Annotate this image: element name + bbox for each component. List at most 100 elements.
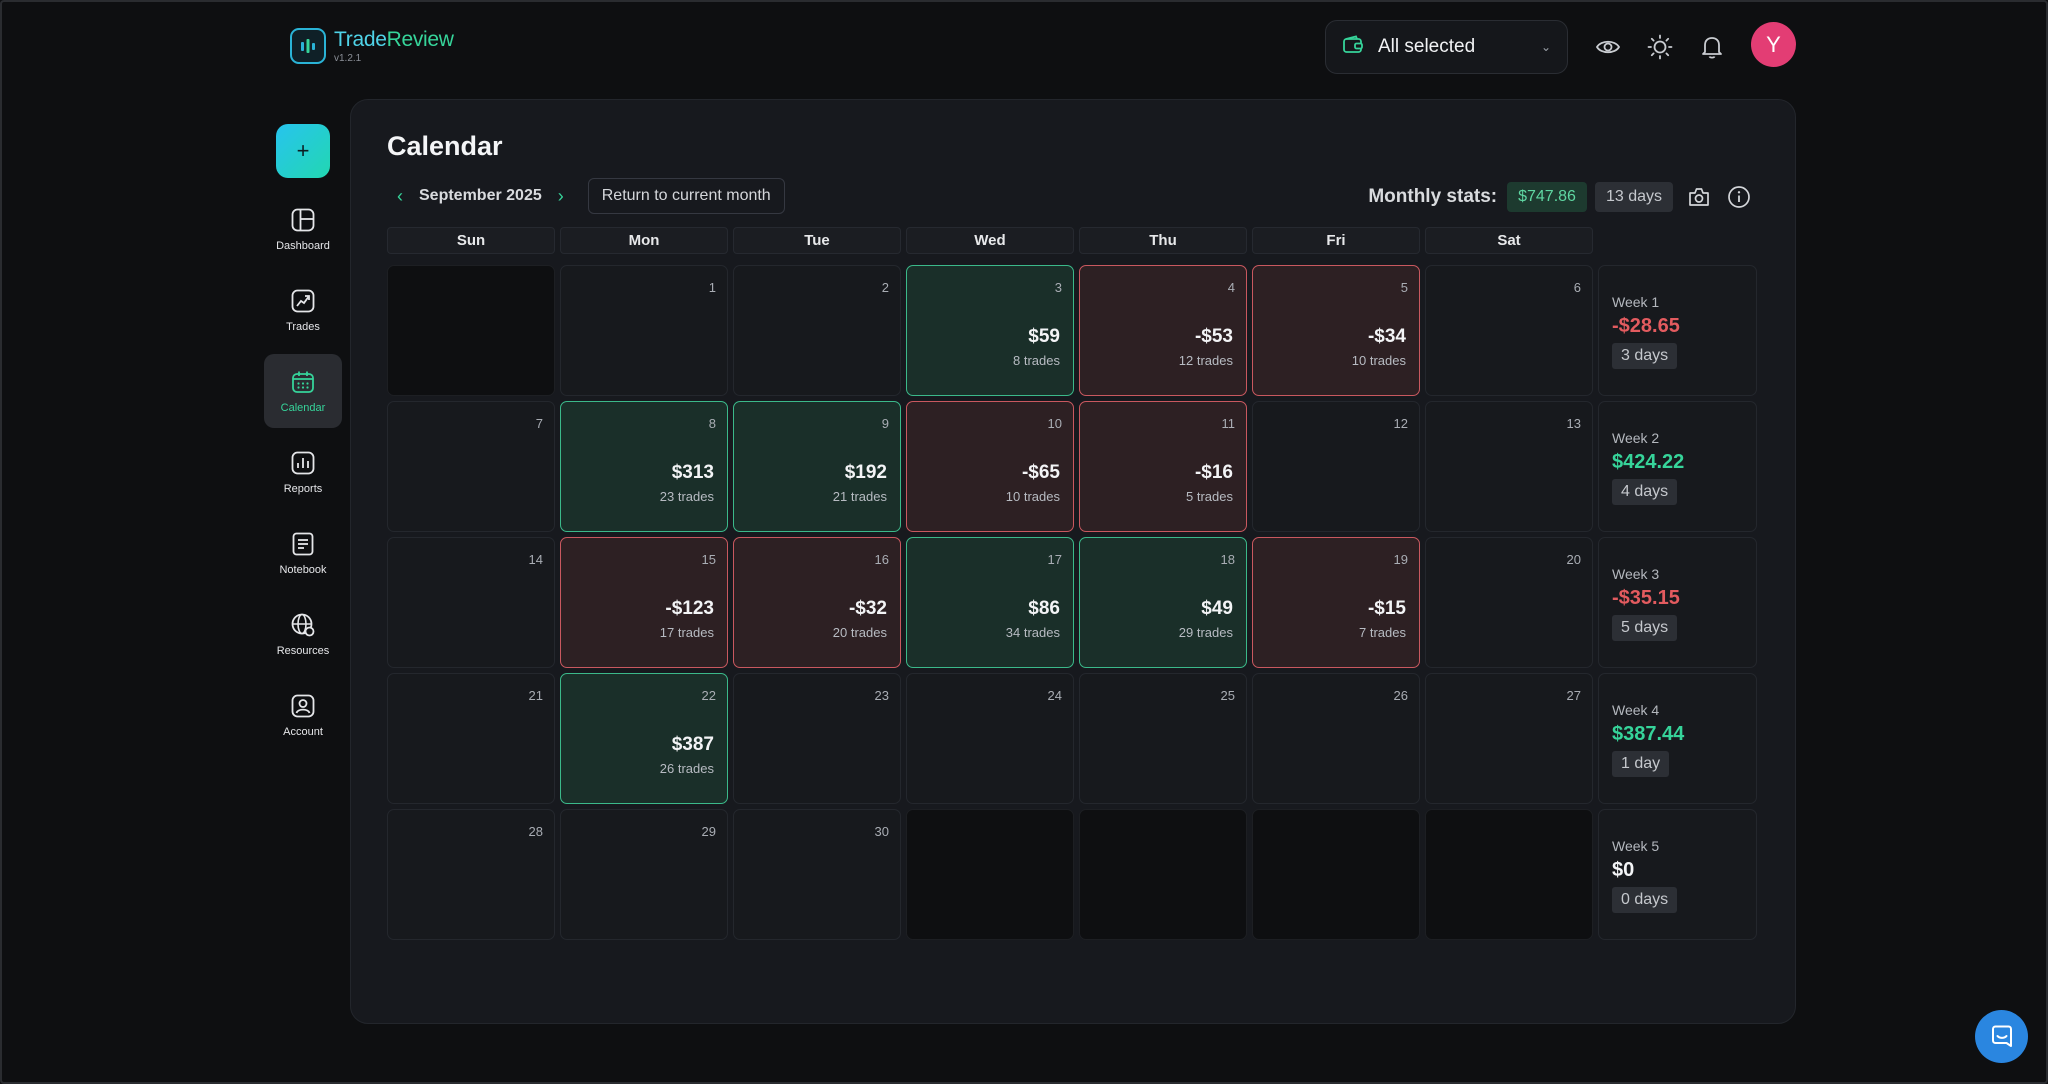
calendar-icon	[292, 371, 314, 393]
sidebar-item-resources[interactable]: Resources	[264, 597, 342, 671]
calendar-day-cell[interactable]: 25	[1079, 673, 1247, 804]
calendar-day-cell[interactable]: 16 -$32 20 trades	[733, 537, 901, 668]
day-pnl: $49	[1201, 598, 1233, 619]
calendar-day-cell[interactable]: 20	[1425, 537, 1593, 668]
calendar-day-cell[interactable]: 3 $59 8 trades	[906, 265, 1074, 396]
week-summary-card[interactable]: Week 3 -$35.15 5 days	[1598, 537, 1757, 668]
calendar-day-cell[interactable]: 19 -$15 7 trades	[1252, 537, 1420, 668]
bell-icon[interactable]	[1695, 30, 1729, 64]
week-label: Week 2	[1612, 430, 1660, 446]
day-trade-count: 20 trades	[832, 625, 887, 640]
calendar-day-cell[interactable]: 8 $313 23 trades	[560, 401, 728, 532]
sun-icon[interactable]	[1643, 30, 1677, 64]
account-select[interactable]: All selected ⌄	[1325, 20, 1568, 74]
day-of-week-label: Wed	[906, 227, 1074, 254]
calendar-cell-empty	[387, 265, 555, 396]
calendar-day-cell[interactable]: 17 $86 34 trades	[906, 537, 1074, 668]
new-entry-button[interactable]: +	[276, 124, 330, 178]
day-number: 9	[881, 416, 889, 431]
calendar-day-cell[interactable]: 23	[733, 673, 901, 804]
calendar-day-cell[interactable]: 2	[733, 265, 901, 396]
day-trade-count: 5 trades	[1186, 489, 1233, 504]
eye-icon[interactable]	[1591, 30, 1625, 64]
week-pnl: -$28.65	[1612, 315, 1680, 337]
calendar-day-cell[interactable]: 13	[1425, 401, 1593, 532]
app-logo[interactable]: TradeReview v1.2.1	[290, 28, 454, 64]
calendar-day-cell[interactable]: 4 -$53 12 trades	[1079, 265, 1247, 396]
calendar-day-cell[interactable]: 7	[387, 401, 555, 532]
current-month-label: September 2025	[419, 187, 542, 204]
week-summary-card[interactable]: Week 2 $424.22 4 days	[1598, 401, 1757, 532]
day-pnl: -$15	[1367, 598, 1406, 619]
week-label: Week 4	[1612, 702, 1660, 718]
calendar-day-cell[interactable]: 24	[906, 673, 1074, 804]
calendar-day-cell[interactable]: 27	[1425, 673, 1593, 804]
day-number: 7	[535, 416, 543, 431]
day-number: 6	[1573, 280, 1581, 295]
calendar-day-cell[interactable]: 18 $49 29 trades	[1079, 537, 1247, 668]
day-trade-count: 26 trades	[659, 761, 714, 776]
day-of-week-header: Sun Mon Tue Wed Thu Fri Sat	[387, 227, 1593, 254]
monthly-pnl-badge: $747.86	[1507, 182, 1587, 212]
calendar-day-cell[interactable]: 30	[733, 809, 901, 940]
monthly-stats: Monthly stats: $747.86 13 days	[1368, 180, 1753, 214]
calendar-day-cell[interactable]: 12	[1252, 401, 1420, 532]
return-to-current-month-button[interactable]: Return to current month	[587, 178, 785, 214]
calendar-day-cell[interactable]: 1	[560, 265, 728, 396]
day-number: 4	[1227, 280, 1235, 295]
support-chat-button[interactable]	[1975, 1010, 2028, 1063]
day-number: 27	[1566, 688, 1581, 703]
resources-icon	[291, 613, 315, 636]
next-month-icon[interactable]: ›	[557, 185, 564, 206]
week-summary-card[interactable]: Week 5 $0 0 days	[1598, 809, 1757, 940]
sidebar-item-dashboard[interactable]: Dashboard	[264, 192, 342, 266]
day-pnl: $313	[671, 462, 714, 483]
week-label: Week 3	[1612, 566, 1660, 582]
week-summary-card[interactable]: Week 4 $387.44 1 day	[1598, 673, 1757, 804]
sidebar-item-calendar[interactable]: Calendar	[264, 354, 342, 428]
week-summary-card[interactable]: Week 1 -$28.65 3 days	[1598, 265, 1757, 396]
avatar[interactable]: Y	[1751, 22, 1796, 67]
dashboard-icon	[291, 208, 315, 231]
calendar-day-cell[interactable]: 10 -$65 10 trades	[906, 401, 1074, 532]
monthly-days-badge: 13 days	[1594, 182, 1673, 212]
calendar-cell-empty	[1079, 809, 1247, 940]
sidebar-item-label: Resources	[276, 644, 330, 657]
info-icon[interactable]	[1725, 183, 1753, 211]
day-number: 20	[1566, 552, 1581, 567]
prev-month-icon[interactable]: ‹	[397, 185, 403, 206]
sidebar: + Dashboard Trades	[264, 124, 342, 759]
day-number: 17	[1047, 552, 1062, 567]
day-pnl: $59	[1028, 326, 1060, 347]
calendar-day-cell[interactable]: 29	[560, 809, 728, 940]
calendar-day-cell[interactable]: 15 -$123 17 trades	[560, 537, 728, 668]
calendar-day-cell[interactable]: 22 $387 26 trades	[560, 673, 728, 804]
calendar-day-cell[interactable]: 5 -$34 10 trades	[1252, 265, 1420, 396]
day-number: 28	[528, 824, 543, 839]
calendar-day-cell[interactable]: 26	[1252, 673, 1420, 804]
calendar-panel: Calendar ‹ September 2025 › Return to cu…	[350, 99, 1796, 1024]
week-pnl: $424.22	[1612, 451, 1685, 473]
week-label: Week 1	[1612, 294, 1660, 310]
sidebar-item-reports[interactable]: Reports	[264, 435, 342, 509]
app-name: TradeReview	[334, 27, 454, 51]
camera-icon[interactable]	[1685, 183, 1713, 211]
sidebar-item-trades[interactable]: Trades	[264, 273, 342, 347]
calendar-day-cell[interactable]: 21	[387, 673, 555, 804]
notebook-icon	[292, 532, 314, 555]
calendar-day-cell[interactable]: 6	[1425, 265, 1593, 396]
chat-icon	[1991, 1025, 2012, 1047]
calendar-day-cell[interactable]: 11 -$16 5 trades	[1079, 401, 1247, 532]
calendar-day-cell[interactable]: 9 $192 21 trades	[733, 401, 901, 532]
calendar-grid: 1 2 3 $59 8 trades 4 -$53 12 trades 5 -$34 10 trad…	[387, 265, 1757, 940]
calendar-day-cell[interactable]: 28	[387, 809, 555, 940]
day-trade-count: 7 trades	[1359, 625, 1406, 640]
calendar-day-cell[interactable]: 14	[387, 537, 555, 668]
day-number: 25	[1220, 688, 1235, 703]
sidebar-item-label: Trades	[286, 320, 320, 333]
day-of-week-label: Tue	[733, 227, 901, 254]
sidebar-item-account[interactable]: Account	[264, 678, 342, 752]
sidebar-item-notebook[interactable]: Notebook	[264, 516, 342, 590]
day-number: 16	[874, 552, 889, 567]
